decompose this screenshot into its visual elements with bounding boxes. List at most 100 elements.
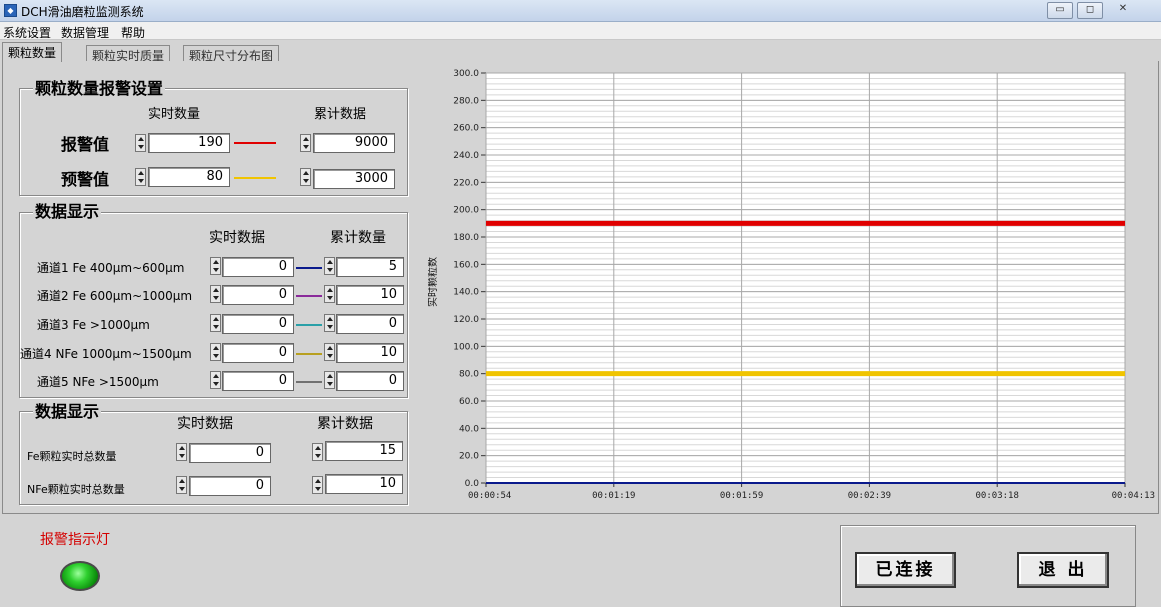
channel-5-cumulative-input[interactable]: 0 bbox=[336, 371, 404, 391]
y-tick-label: 140.0 bbox=[453, 288, 479, 298]
channel-3-realtime-input[interactable]: 0 bbox=[222, 314, 294, 334]
menu-data-management[interactable]: 数据管理 bbox=[61, 26, 110, 40]
y-tick-label: 20.0 bbox=[459, 452, 479, 462]
nfe-total-realtime-stepper[interactable] bbox=[176, 476, 187, 494]
nfe-total-realtime-input[interactable]: 0 bbox=[189, 476, 271, 496]
channel-2-cumulative-stepper[interactable] bbox=[324, 285, 335, 303]
channel-2-realtime-input[interactable]: 0 bbox=[222, 285, 294, 305]
menu-system-settings[interactable]: 系统设置 bbox=[3, 26, 52, 40]
menu-help[interactable]: 帮助 bbox=[121, 26, 146, 40]
alarm-col-realtime: 实时数量 bbox=[148, 107, 201, 122]
exit-button[interactable]: 退 出 bbox=[1017, 552, 1109, 588]
alarm-light-label: 报警指示灯 bbox=[40, 532, 110, 548]
y-tick-label: 220.0 bbox=[453, 178, 479, 188]
fe-total-realtime-input[interactable]: 0 bbox=[189, 443, 271, 463]
data-display-title: 数据显示 bbox=[33, 202, 102, 221]
tab-bar: 颗粒数量 颗粒实时质量 颗粒尺寸分布图 bbox=[0, 40, 1161, 63]
data-col-realtime: 实时数据 bbox=[209, 230, 265, 246]
app-icon: ◆ bbox=[4, 4, 17, 17]
channel-4-cumulative-input[interactable]: 10 bbox=[336, 343, 404, 363]
tab-size-distribution[interactable]: 颗粒尺寸分布图 bbox=[183, 45, 280, 63]
totals-group bbox=[19, 411, 408, 505]
channel-2-label: 通道2 Fe 600μm~1000μm bbox=[37, 289, 193, 303]
warning-realtime-input[interactable]: 80 bbox=[148, 167, 230, 187]
x-tick-label: 00:02:39 bbox=[848, 491, 891, 501]
x-tick-label: 00:01:19 bbox=[592, 491, 635, 501]
close-button[interactable]: ✕ bbox=[1118, 3, 1128, 14]
maximize-button[interactable]: ◻ bbox=[1077, 2, 1103, 19]
x-tick-label: 00:00:54 bbox=[468, 491, 511, 501]
alarm-cumulative-input[interactable]: 9000 bbox=[313, 133, 395, 153]
channel-5-realtime-input[interactable]: 0 bbox=[222, 371, 294, 391]
tab-particle-count[interactable]: 颗粒数量 bbox=[2, 42, 63, 62]
y-tick-label: 60.0 bbox=[459, 397, 479, 407]
y-axis-label: 实时颗粒数 bbox=[428, 257, 439, 307]
x-tick-label: 00:01:59 bbox=[720, 491, 763, 501]
totals-col-cumulative: 累计数据 bbox=[317, 416, 373, 432]
minimize-button[interactable]: ▭ bbox=[1047, 2, 1073, 19]
alarm-line-swatch bbox=[234, 142, 276, 144]
y-tick-label: 260.0 bbox=[453, 124, 479, 134]
tab-realtime-mass[interactable]: 颗粒实时质量 bbox=[86, 45, 171, 63]
channel-5-label: 通道5 NFe >1500μm bbox=[37, 375, 159, 389]
channel-1-line-swatch bbox=[296, 267, 322, 269]
channel-3-cumulative-stepper[interactable] bbox=[324, 314, 335, 332]
warning-realtime-stepper[interactable] bbox=[135, 168, 146, 186]
channel-1-label: 通道1 Fe 400μm~600μm bbox=[37, 261, 185, 275]
channel-5-line-swatch bbox=[296, 381, 322, 383]
totals-col-realtime: 实时数据 bbox=[177, 416, 233, 432]
warning-line-swatch bbox=[234, 177, 276, 179]
x-tick-label: 00:04:13 bbox=[1112, 491, 1155, 501]
y-tick-label: 300.0 bbox=[453, 69, 479, 79]
totals-title: 数据显示 bbox=[33, 402, 102, 421]
y-tick-label: 120.0 bbox=[453, 315, 479, 325]
plot-area bbox=[485, 72, 1126, 484]
channel-3-line-swatch bbox=[296, 324, 322, 326]
fe-total-cumulative-input[interactable]: 15 bbox=[325, 441, 403, 461]
connect-button[interactable]: 已连接 bbox=[855, 552, 956, 588]
chart-panel: 0.0 20.0 40.0 60.0 80.0 100.0 120.0 140.0 160.0 1… bbox=[426, 61, 1155, 512]
channel-3-label: 通道3 Fe >1000μm bbox=[37, 318, 150, 332]
alarm-settings-group bbox=[19, 88, 408, 196]
y-tick-label: 80.0 bbox=[459, 370, 479, 380]
fe-total-label: Fe颗粒实时总数量 bbox=[27, 450, 117, 463]
channel-4-cumulative-stepper[interactable] bbox=[324, 343, 335, 361]
data-col-cumulative: 累计数量 bbox=[330, 230, 386, 246]
channel-2-line-swatch bbox=[296, 295, 322, 297]
channel-1-realtime-stepper[interactable] bbox=[210, 257, 221, 275]
channel-3-realtime-stepper[interactable] bbox=[210, 314, 221, 332]
nfe-total-cumulative-input[interactable]: 10 bbox=[325, 474, 403, 494]
channel-3-cumulative-input[interactable]: 0 bbox=[336, 314, 404, 334]
channel-4-line-swatch bbox=[296, 353, 322, 355]
fe-total-cumulative-stepper[interactable] bbox=[312, 443, 323, 461]
alarm-settings-title: 颗粒数量报警设置 bbox=[33, 79, 166, 98]
button-box: 已连接 退 出 bbox=[840, 525, 1136, 607]
y-tick-label: 180.0 bbox=[453, 233, 479, 243]
channel-1-cumulative-input[interactable]: 5 bbox=[336, 257, 404, 277]
channel-5-cumulative-stepper[interactable] bbox=[324, 371, 335, 389]
channel-4-realtime-input[interactable]: 0 bbox=[222, 343, 294, 363]
alarm-realtime-input[interactable]: 190 bbox=[148, 133, 230, 153]
fe-total-realtime-stepper[interactable] bbox=[176, 443, 187, 461]
warning-cumulative-stepper[interactable] bbox=[300, 168, 311, 186]
channel-5-realtime-stepper[interactable] bbox=[210, 371, 221, 389]
channel-4-realtime-stepper[interactable] bbox=[210, 343, 221, 361]
particle-count-chart: 0.0 20.0 40.0 60.0 80.0 100.0 120.0 140.0 160.0 1… bbox=[426, 69, 1155, 501]
channel-2-cumulative-input[interactable]: 10 bbox=[336, 285, 404, 305]
warning-cumulative-input[interactable]: 3000 bbox=[313, 169, 395, 189]
channel-1-realtime-input[interactable]: 0 bbox=[222, 257, 294, 277]
y-tick-label: 40.0 bbox=[459, 424, 479, 434]
alarm-col-cumulative: 累计数据 bbox=[314, 107, 367, 122]
y-tick-label: 100.0 bbox=[453, 342, 479, 352]
channel-4-label: 通道4 NFe 1000μm~1500μm bbox=[20, 347, 192, 361]
bottom-panel: 报警指示灯 已连接 退 出 bbox=[0, 514, 1161, 607]
alarm-cumulative-stepper[interactable] bbox=[300, 134, 311, 152]
nfe-total-cumulative-stepper[interactable] bbox=[312, 476, 323, 494]
y-tick-label: 240.0 bbox=[453, 151, 479, 161]
nfe-total-label: NFe颗粒实时总数量 bbox=[27, 483, 125, 496]
channel-1-cumulative-stepper[interactable] bbox=[324, 257, 335, 275]
alarm-realtime-stepper[interactable] bbox=[135, 134, 146, 152]
channel-2-realtime-stepper[interactable] bbox=[210, 285, 221, 303]
warning-value-label: 预警值 bbox=[61, 170, 110, 189]
window-title: DCH滑油磨粒监测系统 bbox=[21, 5, 144, 19]
